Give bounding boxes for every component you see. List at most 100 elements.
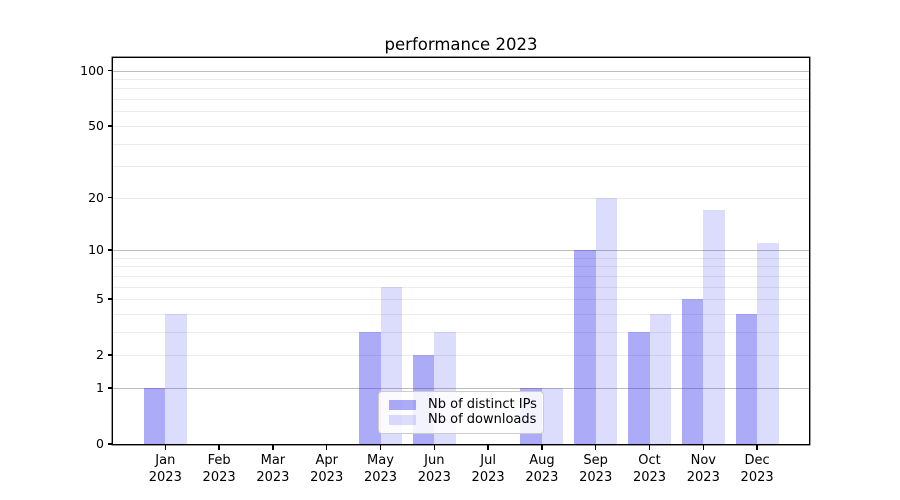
legend-swatch xyxy=(389,414,416,426)
legend-item: Nb of downloads xyxy=(389,412,537,427)
bar-nb-of-distinct-ips-oct xyxy=(628,331,650,444)
gridline-major xyxy=(113,249,809,251)
y-tick xyxy=(108,197,113,199)
gridline-major xyxy=(113,70,809,72)
chart-title: performance 2023 xyxy=(384,35,538,54)
x-tick-label: Nov 2023 xyxy=(676,452,730,486)
x-tick-year: 2023 xyxy=(363,470,398,485)
x-tick xyxy=(218,444,220,450)
gridline-major xyxy=(113,387,809,389)
x-tick-label: Mar 2023 xyxy=(246,452,300,486)
x-tick xyxy=(702,444,704,450)
gridline-minor xyxy=(113,125,809,127)
x-tick-month: Aug xyxy=(529,453,555,468)
x-tick-month: Sep xyxy=(583,453,608,468)
x-tick-month: Feb xyxy=(207,453,231,468)
x-tick-month: Jan xyxy=(155,453,176,468)
x-tick-year: 2023 xyxy=(310,470,344,485)
bar-nb-of-distinct-ips-nov xyxy=(681,299,704,444)
x-tick-month: Jul xyxy=(480,453,496,468)
x-tick xyxy=(541,444,543,450)
x-tick xyxy=(272,444,274,450)
bar-nb-of-distinct-ips-sep xyxy=(574,249,596,444)
x-tick-month: Dec xyxy=(744,453,770,468)
x-tick-year: 2023 xyxy=(256,470,290,485)
gridline-minor xyxy=(113,197,809,199)
bar-nb-of-downloads-sep xyxy=(595,197,618,444)
y-tick-label: 10 xyxy=(88,241,104,257)
x-tick-year: 2023 xyxy=(579,470,613,485)
x-tick-year: 2023 xyxy=(417,470,451,485)
bar-nb-of-distinct-ips-jan xyxy=(143,387,166,444)
gridline-minor xyxy=(113,88,809,90)
legend-item: Nb of distinct IPs xyxy=(389,398,537,412)
y-tick xyxy=(108,298,113,300)
y-tick-label: 1 xyxy=(96,379,104,395)
gridline-minor xyxy=(113,299,809,301)
x-tick-label: Jan 2023 xyxy=(138,452,192,486)
y-tick-label: 50 xyxy=(88,117,104,133)
x-tick-label: Apr 2023 xyxy=(300,452,354,486)
bar-nb-of-downloads-oct xyxy=(649,313,671,444)
y-tick xyxy=(108,354,113,356)
y-tick-label: 100 xyxy=(80,62,104,78)
x-tick xyxy=(648,444,651,450)
bar-nb-of-downloads-dec xyxy=(757,242,779,444)
x-tick-label: Feb 2023 xyxy=(192,452,246,486)
bar-nb-of-downloads-aug xyxy=(541,387,564,444)
y-tick xyxy=(108,249,113,251)
x-tick-year: 2023 xyxy=(525,470,559,485)
x-tick-year: 2023 xyxy=(471,470,505,485)
gridline-minor xyxy=(113,257,809,259)
x-tick-month: Nov xyxy=(690,453,716,468)
gridline-minor xyxy=(113,331,809,333)
x-tick xyxy=(595,444,597,450)
x-tick-label: Jun 2023 xyxy=(407,452,461,486)
y-tick xyxy=(108,443,113,445)
x-tick-year: 2023 xyxy=(740,470,774,485)
x-tick-year: 2023 xyxy=(686,470,720,485)
x-tick-label: Oct 2023 xyxy=(623,452,677,486)
y-tick-label: 5 xyxy=(96,291,104,307)
x-tick xyxy=(756,444,758,450)
gridline-minor xyxy=(113,79,809,81)
gridline-minor xyxy=(113,266,809,268)
bar-nb-of-downloads-nov xyxy=(703,210,725,444)
x-tick-label: Jul 2023 xyxy=(461,452,515,486)
y-tick-label: 2 xyxy=(96,347,104,363)
y-tick xyxy=(108,125,113,127)
x-tick xyxy=(487,444,489,450)
x-tick xyxy=(433,444,435,450)
bar-nb-of-distinct-ips-may xyxy=(359,331,381,444)
gridline-minor xyxy=(113,99,809,101)
x-tick-month: Apr xyxy=(315,453,338,468)
y-tick xyxy=(108,69,113,72)
legend-swatch xyxy=(389,399,416,411)
x-tick-label: Sep 2023 xyxy=(569,452,623,486)
x-tick-month: Mar xyxy=(260,453,286,468)
legend-label: Nb of distinct IPs xyxy=(428,397,537,412)
x-tick xyxy=(379,444,382,450)
gridline-minor xyxy=(113,275,809,277)
gridline-minor xyxy=(113,313,809,315)
y-tick-label: 0 xyxy=(96,436,104,451)
gridline-minor xyxy=(113,143,809,145)
y-tick xyxy=(108,387,113,389)
gridline-minor xyxy=(113,111,809,113)
gridline-minor xyxy=(113,286,809,288)
bar-nb-of-downloads-jan xyxy=(165,313,187,444)
x-tick-year: 2023 xyxy=(632,470,667,485)
x-tick-label: Dec 2023 xyxy=(730,452,784,486)
x-tick-year: 2023 xyxy=(148,470,182,485)
x-tick-month: May xyxy=(367,453,394,468)
x-tick xyxy=(164,444,166,450)
gridline-minor xyxy=(113,355,809,357)
gridline-minor xyxy=(113,166,809,168)
bar-nb-of-distinct-ips-dec xyxy=(735,313,758,444)
x-tick-year: 2023 xyxy=(202,470,236,485)
x-tick-label: May 2023 xyxy=(354,452,408,486)
legend: Nb of distinct IPs Nb of downloads xyxy=(378,391,544,434)
legend-label: Nb of downloads xyxy=(428,412,537,427)
plot-area xyxy=(113,58,809,444)
